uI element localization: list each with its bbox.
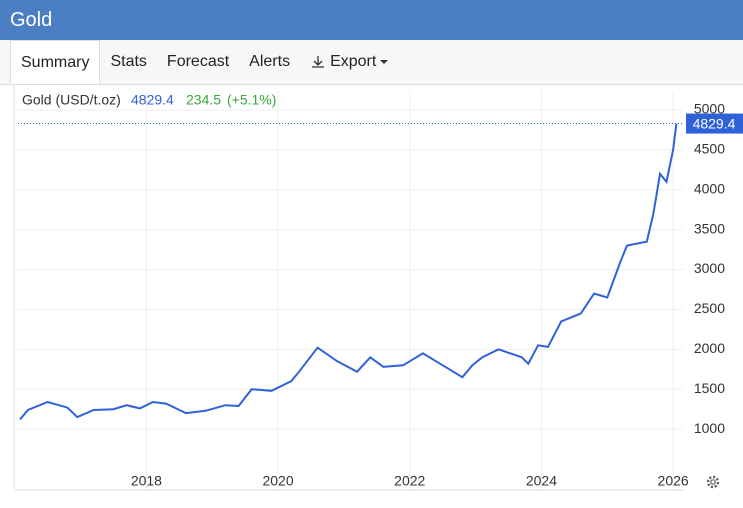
last-value-label: 4829.4	[693, 115, 736, 131]
header: Gold	[0, 0, 743, 40]
y-tick-label: 4500	[694, 141, 725, 157]
export-label: Export	[330, 53, 377, 70]
legend-text: (+5.1%)	[227, 92, 276, 108]
legend-text: 4829.4	[131, 92, 174, 108]
y-tick-label: 3000	[694, 260, 725, 276]
y-tick-label: 3500	[694, 220, 725, 236]
download-icon	[312, 56, 325, 68]
tab-bar: Summary Stats Forecast Alerts Export	[0, 40, 743, 85]
tab[interactable]: Summary	[10, 40, 101, 84]
x-tick-label: 2022	[394, 473, 425, 489]
x-tick-label: 2024	[526, 473, 557, 489]
tab-export[interactable]: Export	[300, 40, 398, 84]
title: Gold	[10, 9, 53, 31]
y-tick-label: 5000	[694, 101, 725, 117]
legend-text: Gold (USD/t.oz)	[22, 92, 121, 108]
y-tick-label: 4000	[694, 180, 725, 196]
settings-icon[interactable]	[706, 475, 720, 489]
x-tick-label: 2020	[262, 473, 293, 489]
x-tick-label: 2018	[131, 473, 162, 489]
chart: 1000 1500 2000 2500 3000 3500 4000 4500 5000 2018…	[13, 85, 743, 491]
tab[interactable]: Alerts	[249, 53, 291, 70]
legend-text: 234.5	[186, 92, 221, 108]
tab[interactable]: Forecast	[166, 53, 230, 70]
tab[interactable]: Stats	[110, 53, 147, 70]
last-value-box	[686, 113, 743, 134]
price-line	[19, 123, 678, 421]
y-tick-label: 2500	[694, 300, 725, 316]
y-tick-label: 1500	[694, 380, 725, 396]
y-tick-label: 1000	[694, 420, 725, 436]
caret	[380, 60, 389, 64]
x-tick-label: 2026	[658, 473, 689, 489]
y-tick-label: 2000	[694, 340, 725, 356]
